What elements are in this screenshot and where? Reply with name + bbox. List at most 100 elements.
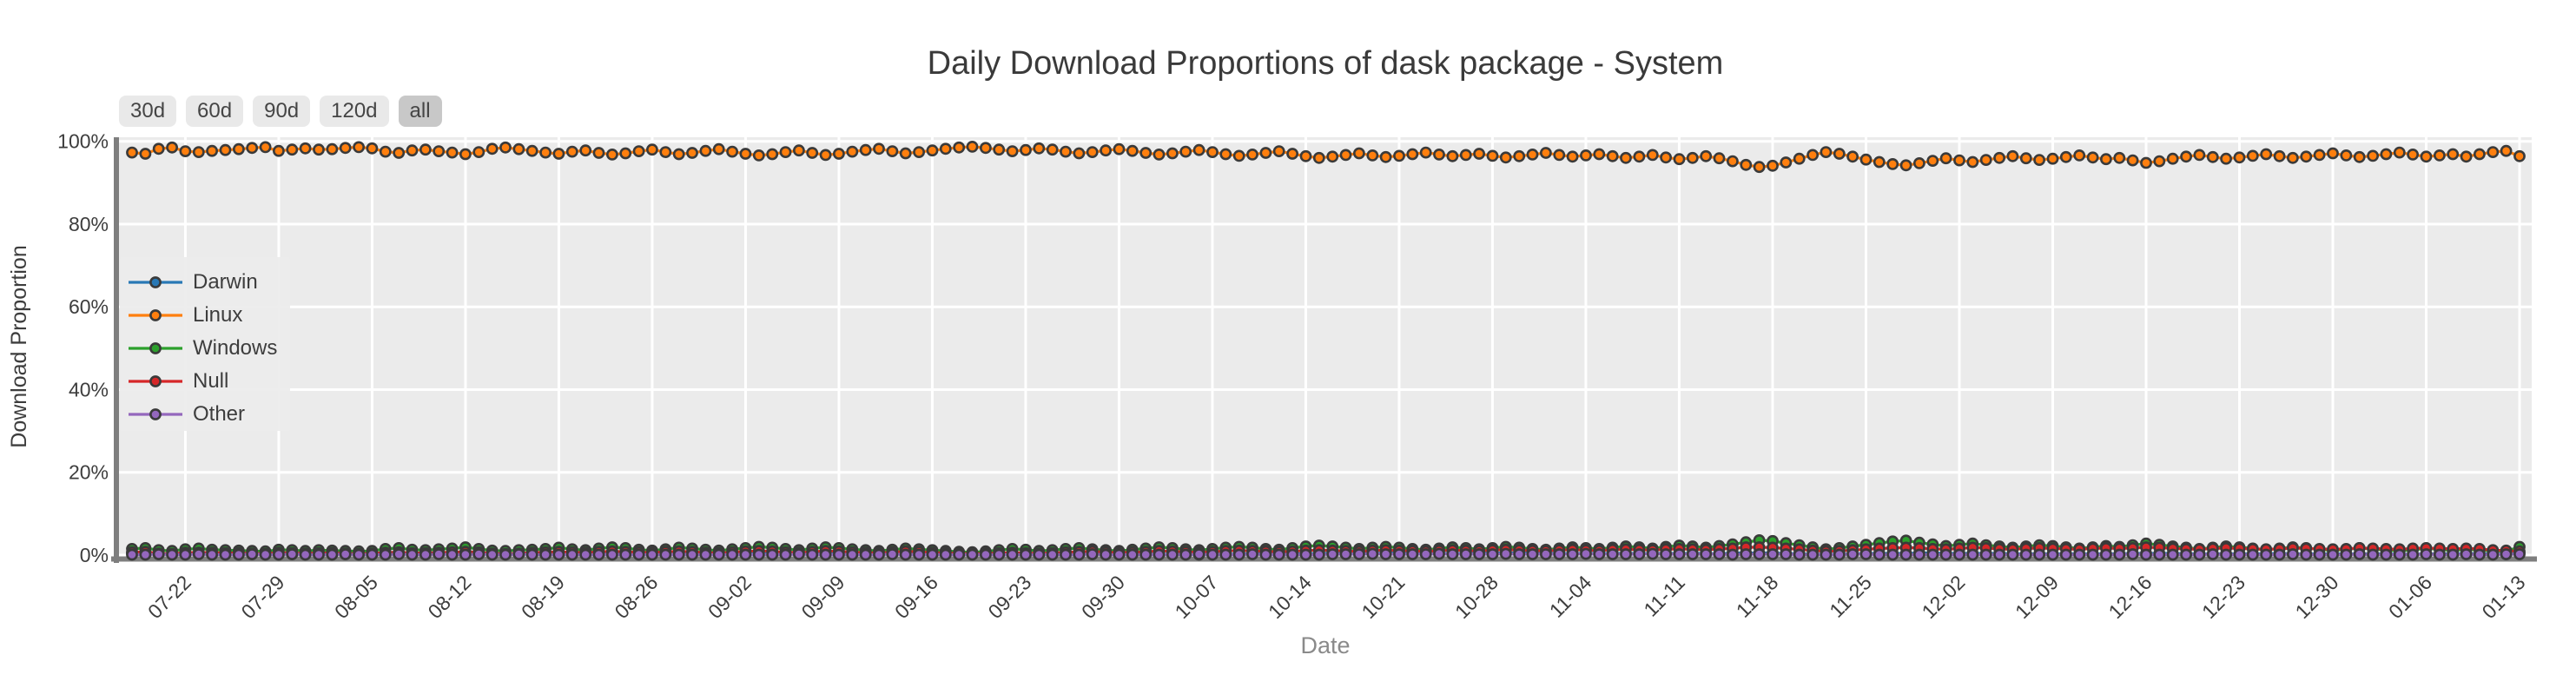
x-tick-label: 08-05 — [330, 571, 382, 623]
data-point — [579, 548, 592, 561]
y-tick-label: 40% — [69, 378, 109, 400]
data-point — [2033, 548, 2045, 561]
data-point — [1540, 548, 1552, 560]
data-point — [966, 548, 979, 561]
data-point — [2206, 548, 2219, 560]
data-point — [472, 548, 485, 560]
data-point — [552, 148, 565, 160]
data-point — [539, 548, 552, 561]
y-axis-spine — [114, 137, 119, 563]
data-point — [833, 148, 845, 160]
data-point — [419, 548, 432, 561]
x-tick-labels: 07-22 07-29 08-05 08-12 08-19 08-26 09-02 09-09… — [143, 571, 2530, 623]
data-point — [1513, 548, 1526, 560]
data-point — [179, 548, 192, 561]
data-point — [1912, 548, 1925, 561]
data-point — [2073, 149, 2086, 162]
legend-label: Other — [193, 402, 246, 426]
data-point — [1139, 147, 1153, 159]
data-point — [272, 548, 285, 561]
data-point — [499, 548, 512, 561]
data-point — [712, 548, 725, 561]
data-point — [393, 548, 406, 560]
data-point — [913, 548, 925, 561]
data-point — [206, 548, 218, 561]
x-tick-label: 01-06 — [2384, 571, 2436, 623]
data-point — [1593, 148, 1606, 161]
data-point — [525, 144, 538, 157]
y-tick-label: 100% — [57, 130, 109, 153]
data-point — [1953, 548, 1965, 561]
data-point — [2313, 548, 2326, 561]
data-point — [1246, 548, 1258, 560]
data-point — [1767, 548, 1779, 560]
data-point — [899, 548, 912, 561]
data-point — [446, 548, 459, 561]
legend-marker-null — [129, 375, 182, 387]
data-point — [2059, 548, 2072, 561]
data-point — [446, 146, 459, 159]
legend-item-darwin: Darwin — [129, 266, 290, 299]
data-point — [1700, 149, 1713, 162]
data-point — [1033, 548, 1046, 561]
data-point — [1339, 548, 1352, 560]
range-button-120d[interactable]: 120d — [320, 96, 389, 127]
data-point — [1073, 147, 1086, 160]
range-button-60d[interactable]: 60d — [186, 96, 244, 127]
data-point — [1886, 157, 1899, 170]
data-point — [619, 548, 632, 561]
data-point — [833, 548, 845, 561]
data-point — [2166, 548, 2179, 561]
data-point — [672, 148, 685, 161]
data-point — [1979, 154, 1992, 166]
data-point — [1793, 152, 1806, 165]
data-point — [1393, 548, 1405, 560]
data-point — [2513, 548, 2526, 560]
data-point — [1393, 149, 1405, 162]
data-point — [993, 143, 1006, 156]
data-point — [1966, 155, 1979, 169]
legend-item-null: Null — [129, 365, 290, 398]
data-point — [232, 142, 245, 155]
data-point — [2126, 548, 2139, 560]
data-point — [873, 142, 885, 155]
data-point — [646, 548, 658, 561]
data-point — [313, 143, 325, 156]
data-point — [565, 548, 578, 561]
data-point — [1459, 548, 1472, 560]
data-point — [1833, 548, 1846, 561]
data-point — [1646, 149, 1659, 162]
x-tick-label: 11-04 — [1545, 571, 1596, 622]
data-point — [1926, 155, 1939, 167]
data-point — [1086, 548, 1099, 560]
data-point — [1179, 548, 1192, 561]
data-point — [1219, 548, 1232, 561]
data-point — [2433, 149, 2446, 162]
data-point — [699, 548, 712, 561]
data-point — [1846, 150, 1859, 163]
x-tick-label: 09-23 — [984, 571, 1036, 623]
data-point — [686, 548, 698, 561]
x-tick-label: 09-16 — [890, 571, 942, 623]
x-tick-label: 11-25 — [1825, 571, 1876, 622]
data-point — [2460, 548, 2473, 560]
data-point — [1206, 548, 1219, 561]
range-button-30d[interactable]: 30d — [119, 96, 177, 127]
y-axis-title: Download Proportion — [7, 245, 31, 447]
range-button-90d[interactable]: 90d — [253, 96, 311, 127]
data-point — [1633, 150, 1646, 163]
x-tick-label: 01-13 — [2478, 571, 2530, 623]
data-point — [2407, 148, 2419, 161]
data-point — [1660, 548, 1672, 560]
data-point — [1006, 548, 1019, 561]
data-point — [1033, 142, 1046, 155]
data-point — [2153, 155, 2166, 168]
data-point — [2260, 548, 2273, 561]
data-point — [1820, 548, 1833, 561]
data-point — [1633, 548, 1646, 560]
data-point — [1379, 548, 1392, 560]
data-point — [1486, 548, 1499, 560]
range-button-all[interactable]: all — [398, 96, 442, 127]
data-point — [859, 548, 872, 561]
data-point — [2447, 548, 2460, 561]
